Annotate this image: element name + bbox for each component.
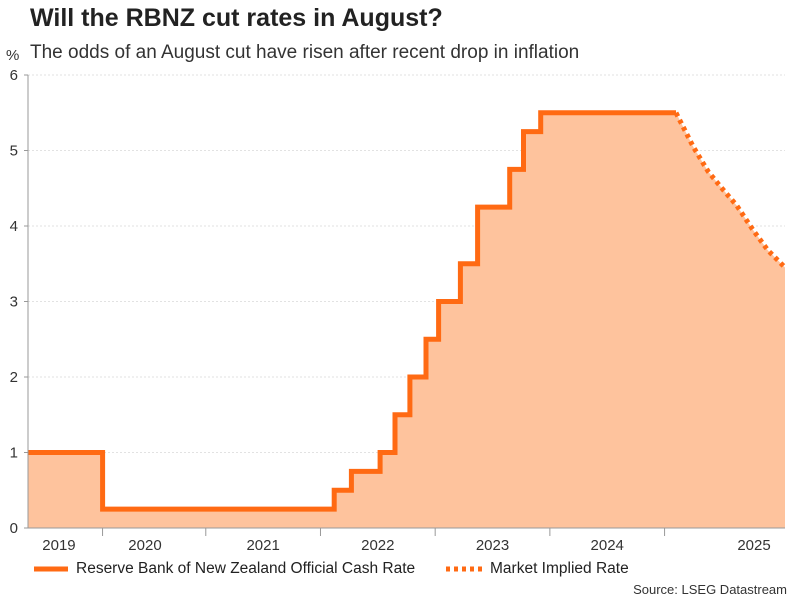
legend-label-implied-rate: Market Implied Rate <box>490 560 629 577</box>
x-tick-label: 2025 <box>737 537 770 554</box>
x-tick-label: 2019 <box>42 537 75 554</box>
axes <box>24 74 785 536</box>
x-tick-label: 2023 <box>476 537 509 554</box>
y-tick-label: 3 <box>10 294 18 311</box>
y-tick-label: 1 <box>10 445 18 462</box>
legend-item-cash-rate: Reserve Bank of New Zealand Official Cas… <box>32 558 415 580</box>
y-axis-unit: % <box>6 47 20 64</box>
y-tick-label: 0 <box>10 520 18 537</box>
y-tick-labels: 0 1 2 3 4 5 6 <box>10 67 18 537</box>
x-tick-label: 2021 <box>246 537 279 554</box>
legend-swatch-solid <box>34 566 68 572</box>
x-tick-label: 2020 <box>128 537 161 554</box>
chart-title: Will the RBNZ cut rates in August? <box>30 4 443 32</box>
source-note: Source: LSEG Datastream <box>633 582 787 597</box>
legend-label-cash-rate: Reserve Bank of New Zealand Official Cas… <box>76 560 416 577</box>
legend-swatch-dotted <box>446 566 482 572</box>
cash-rate-line <box>28 110 676 512</box>
rate-fill-area <box>28 112 785 529</box>
x-tick-label: 2024 <box>591 537 624 554</box>
chart-subtitle: The odds of an August cut have risen aft… <box>30 42 580 63</box>
y-tick-label: 4 <box>10 218 18 235</box>
y-tick-label: 2 <box>10 369 18 386</box>
x-tick-label: 2022 <box>361 537 394 554</box>
legend-item-implied-rate: Market Implied Rate <box>444 558 629 580</box>
x-tick-labels: 2019 2020 2021 2022 2023 2024 2025 <box>42 537 770 554</box>
y-tick-label: 6 <box>10 67 18 84</box>
y-tick-label: 5 <box>10 143 18 160</box>
implied-rate-line <box>673 111 787 270</box>
